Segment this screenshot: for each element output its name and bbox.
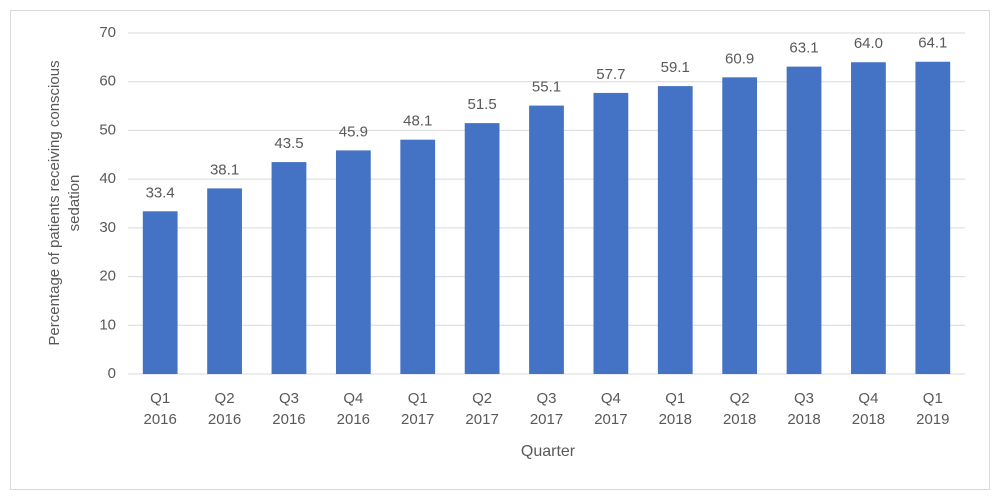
value-label: 60.9 xyxy=(725,50,754,67)
bar xyxy=(851,62,886,374)
x-axis-label: Quarter xyxy=(520,443,576,460)
x-tick-label: Q1 2019 xyxy=(916,390,950,428)
y-tick-label: 20 xyxy=(99,268,116,285)
value-label: 57.7 xyxy=(596,66,625,83)
y-tick-label: 0 xyxy=(108,365,116,382)
value-label: 64.1 xyxy=(918,35,947,52)
x-tick-label: Q2 2017 xyxy=(465,390,499,428)
y-tick-label: 60 xyxy=(99,73,116,90)
y-tick-label: 50 xyxy=(99,121,116,138)
y-tick-label: 40 xyxy=(99,170,116,187)
x-tick-label: Q2 2016 xyxy=(207,390,242,428)
bar xyxy=(271,162,307,374)
x-tick-label: Q1 2017 xyxy=(401,390,435,428)
value-label: 43.5 xyxy=(274,135,303,152)
y-tick-label: 30 xyxy=(99,219,116,236)
bar xyxy=(464,123,500,374)
bar xyxy=(593,92,629,374)
bar xyxy=(142,211,178,374)
x-tick-label: Q4 2018 xyxy=(851,390,886,428)
x-tick-label: Q4 2016 xyxy=(336,390,371,428)
bar xyxy=(915,61,951,375)
x-tick-label: Q3 2017 xyxy=(529,390,564,428)
x-tick-label: Q1 2018 xyxy=(658,390,692,428)
value-label: 63.1 xyxy=(789,40,818,57)
x-tick-label: Q1 2016 xyxy=(143,390,177,428)
bar xyxy=(786,66,822,374)
chart-border xyxy=(10,10,990,490)
x-tick-label: Q3 2016 xyxy=(272,390,306,428)
value-label: 51.5 xyxy=(468,96,497,113)
y-tick-label: 10 xyxy=(99,316,116,333)
x-tick-label: Q4 2017 xyxy=(594,390,628,428)
value-label: 33.4 xyxy=(146,184,175,201)
value-label: 59.1 xyxy=(661,59,690,76)
bar xyxy=(529,105,564,374)
bar xyxy=(657,86,693,374)
y-tick-label: 70 xyxy=(99,24,116,41)
value-label: 48.1 xyxy=(403,113,432,130)
value-label: 45.9 xyxy=(339,123,368,140)
value-label: 64.0 xyxy=(854,35,883,52)
bar xyxy=(400,139,436,374)
value-label: 55.1 xyxy=(532,79,561,96)
value-label: 38.1 xyxy=(210,161,239,178)
bar xyxy=(207,188,242,374)
bar xyxy=(335,150,371,374)
x-tick-label: Q2 2018 xyxy=(722,390,757,428)
x-tick-label: Q3 2018 xyxy=(787,390,821,428)
bar xyxy=(722,77,758,374)
y-axis-label: Percentage of patients receiving conscio… xyxy=(46,60,83,346)
